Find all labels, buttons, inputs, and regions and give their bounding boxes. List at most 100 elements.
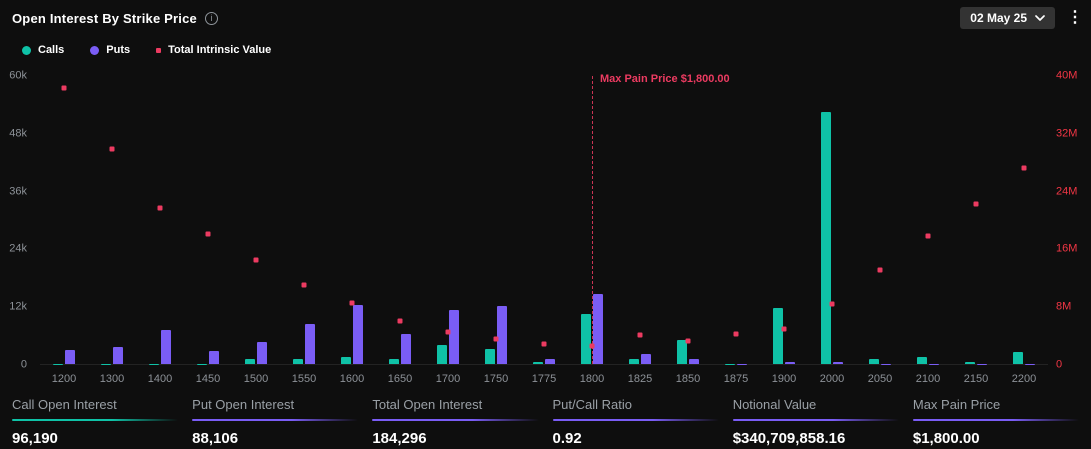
- legend-label-total-intrinsic-value: Total Intrinsic Value: [168, 44, 272, 56]
- intrinsic-value-point[interactable]: [685, 338, 691, 344]
- intrinsic-value-point[interactable]: [829, 301, 835, 307]
- y-tick-label: 24M: [1056, 185, 1078, 198]
- put-bar[interactable]: [353, 305, 363, 364]
- put-bar[interactable]: [112, 347, 123, 364]
- call-bar[interactable]: [533, 362, 543, 364]
- call-bar[interactable]: [485, 348, 495, 364]
- intrinsic-value-point[interactable]: [1021, 165, 1027, 171]
- call-bar[interactable]: [773, 307, 783, 364]
- intrinsic-value-point[interactable]: [109, 146, 115, 152]
- date-label: 02 May 25: [970, 11, 1027, 25]
- put-bar[interactable]: [689, 359, 699, 364]
- put-bar[interactable]: [304, 323, 315, 364]
- x-tick-label: 1900: [771, 373, 797, 385]
- call-bar[interactable]: [629, 359, 639, 364]
- y-axis-left: 0 12k 24k 36k 48k 60k: [0, 70, 34, 370]
- legend-label-puts: Puts: [106, 44, 131, 56]
- intrinsic-value-point[interactable]: [301, 282, 307, 288]
- chart-legend: Calls Puts Total Intrinsic Value: [0, 40, 1091, 60]
- call-bar[interactable]: [292, 359, 303, 364]
- x-tick-label: 2100: [915, 373, 941, 385]
- call-bar[interactable]: [965, 361, 975, 364]
- call-bar[interactable]: [341, 357, 351, 364]
- intrinsic-value-point[interactable]: [541, 341, 547, 347]
- intrinsic-value-point[interactable]: [493, 336, 499, 342]
- intrinsic-value-point[interactable]: [349, 300, 355, 306]
- put-bar[interactable]: [448, 310, 459, 364]
- put-bar[interactable]: [833, 361, 843, 364]
- put-bar[interactable]: [641, 354, 651, 364]
- y-tick-label: 16M: [1056, 242, 1078, 255]
- call-bar[interactable]: [1013, 352, 1023, 364]
- intrinsic-value-point[interactable]: [781, 326, 787, 332]
- put-bar[interactable]: [497, 306, 507, 364]
- x-tick-label: 2150: [963, 373, 989, 385]
- stat-underline: [192, 419, 359, 421]
- stat-call-open-interest: Call Open Interest 96,190: [12, 397, 179, 449]
- intrinsic-value-point[interactable]: [925, 233, 931, 239]
- call-bar[interactable]: [869, 359, 879, 364]
- page-title: Open Interest By Strike Price: [12, 10, 197, 26]
- legend-item-calls[interactable]: Calls: [22, 44, 64, 56]
- plot-area: Max Pain Price $1,800.00: [40, 73, 1048, 365]
- stat-value: $340,709,858.16: [732, 430, 846, 447]
- call-bar[interactable]: [436, 344, 447, 364]
- put-bar[interactable]: [257, 341, 267, 364]
- stat-underline: [12, 419, 179, 421]
- put-bar[interactable]: [593, 294, 603, 364]
- stat-value: 88,106: [192, 430, 239, 447]
- intrinsic-value-point[interactable]: [61, 85, 67, 91]
- header-controls: 02 May 25: [960, 7, 1081, 29]
- put-bar[interactable]: [161, 330, 171, 364]
- intrinsic-value-point[interactable]: [973, 201, 979, 207]
- intrinsic-value-point[interactable]: [733, 331, 739, 337]
- stat-notional-value: Notional Value $340,709,858.16: [732, 397, 899, 449]
- x-tick-label: 2050: [867, 373, 893, 385]
- x-tick-label: 1825: [627, 373, 653, 385]
- x-tick-label: 1200: [51, 373, 77, 385]
- intrinsic-value-point[interactable]: [877, 267, 883, 273]
- calls-swatch-icon: [22, 45, 31, 55]
- legend-item-puts[interactable]: Puts: [90, 44, 130, 56]
- intrinsic-value-point[interactable]: [157, 205, 163, 211]
- legend-item-total-intrinsic-value[interactable]: Total Intrinsic Value: [156, 44, 271, 56]
- more-options-icon[interactable]: [1067, 10, 1081, 26]
- x-tick-label: 1650: [387, 373, 413, 385]
- header-title-group: Open Interest By Strike Price: [12, 11, 218, 26]
- intrinsic-value-point[interactable]: [253, 257, 259, 263]
- put-bar[interactable]: [65, 349, 75, 364]
- stat-value: 184,296: [372, 430, 427, 447]
- intrinsic-value-point[interactable]: [445, 329, 451, 335]
- stat-value: 0.92: [552, 430, 582, 447]
- stat-put-call-ratio: Put/Call Ratio 0.92: [552, 397, 719, 449]
- stats-bar: Call Open Interest 96,190 Put Open Inter…: [0, 389, 1091, 449]
- x-tick-label: 1800: [579, 373, 605, 385]
- put-bar[interactable]: [785, 361, 795, 364]
- stat-label: Put Open Interest: [192, 397, 295, 412]
- call-bar[interactable]: [821, 112, 831, 364]
- header: Open Interest By Strike Price 02 May 25: [0, 0, 1091, 32]
- call-bar[interactable]: [917, 357, 927, 364]
- stat-value: 96,190: [12, 430, 58, 447]
- y-tick-label: 12k: [9, 300, 27, 313]
- put-bar[interactable]: [401, 333, 411, 364]
- info-icon[interactable]: [204, 11, 218, 25]
- call-bar[interactable]: [581, 313, 591, 364]
- stat-label: Max Pain Price: [912, 397, 1001, 412]
- call-bar[interactable]: [389, 359, 399, 364]
- x-tick-label: 1850: [675, 373, 701, 385]
- stat-label: Notional Value: [732, 397, 817, 412]
- date-selector[interactable]: 02 May 25: [960, 7, 1055, 29]
- puts-swatch-icon: [90, 45, 100, 55]
- put-bar[interactable]: [545, 359, 555, 364]
- x-tick-label: 1400: [147, 373, 173, 385]
- max-pain-line: [592, 76, 593, 364]
- call-bar[interactable]: [677, 340, 687, 364]
- intrinsic-value-point[interactable]: [397, 318, 403, 324]
- intrinsic-value-point[interactable]: [637, 332, 643, 338]
- y-axis-right: 0 8M 16M 24M 32M 40M: [1049, 70, 1091, 370]
- intrinsic-value-point[interactable]: [205, 231, 211, 237]
- call-bar[interactable]: [245, 359, 255, 364]
- put-bar[interactable]: [208, 350, 219, 364]
